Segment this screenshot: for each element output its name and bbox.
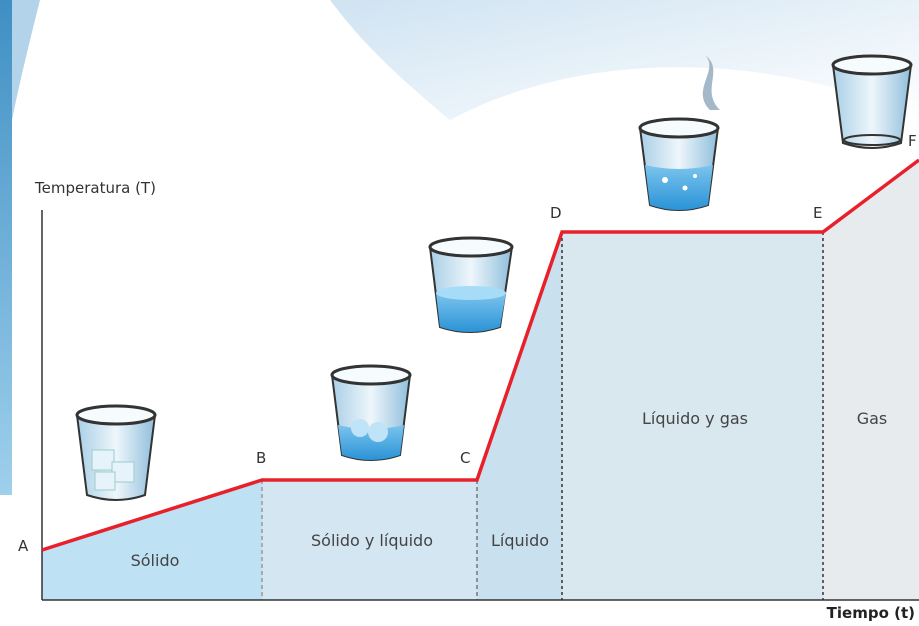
- y-axis-label: Temperatura (T): [34, 179, 156, 197]
- background-swoosh: [330, 0, 919, 120]
- point-label: D: [550, 204, 562, 222]
- point-label: F: [908, 132, 917, 150]
- corner-decoration: [0, 0, 40, 120]
- region-label: Líquido: [491, 531, 549, 550]
- region-label: Líquido y gas: [642, 409, 748, 428]
- point-label: E: [813, 204, 822, 222]
- region-label: Sólido y líquido: [311, 531, 433, 550]
- side-strip: [0, 0, 12, 495]
- region-fill: [562, 232, 823, 600]
- dividers: [261, 232, 824, 600]
- point-label: B: [256, 449, 266, 467]
- glass-ice: [75, 404, 157, 501]
- glass-water: [428, 236, 514, 333]
- glasses: [75, 54, 913, 501]
- region-fill: [262, 480, 477, 600]
- glass-melting: [330, 364, 412, 461]
- region-label: Gas: [857, 409, 888, 428]
- glass-empty: [831, 54, 913, 149]
- region-label: Sólido: [131, 551, 180, 570]
- region-fill: [477, 232, 562, 600]
- x-axis-label: Tiempo (t): [827, 604, 915, 622]
- point-label: C: [460, 449, 470, 467]
- region-fill: [823, 160, 919, 600]
- region-fill: [42, 480, 262, 600]
- point-label: A: [18, 537, 29, 555]
- regions: [42, 160, 919, 600]
- glass-boiling: [638, 55, 720, 211]
- heating-curve: [41, 158, 919, 552]
